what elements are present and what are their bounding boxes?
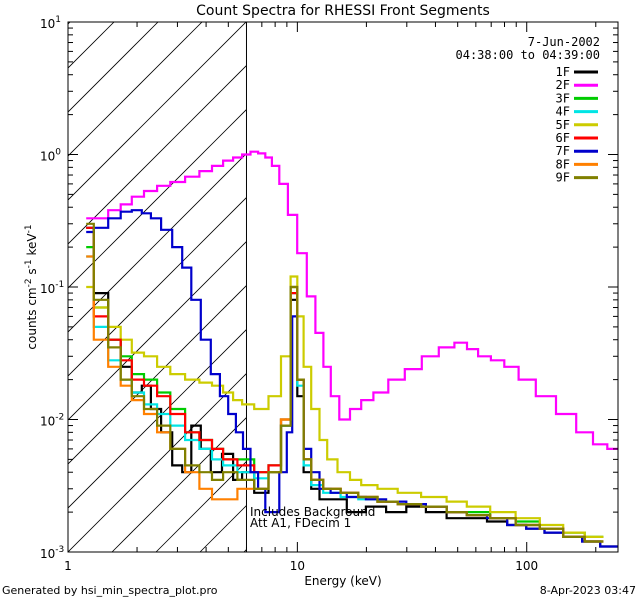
legend-label-3f: 3F bbox=[556, 91, 570, 105]
legend-label-6f: 6F bbox=[556, 131, 570, 145]
legend-label-8f: 8F bbox=[556, 157, 570, 171]
legend-label-5f: 5F bbox=[556, 118, 570, 132]
hatch-line bbox=[68, 328, 247, 509]
series-group bbox=[86, 150, 618, 548]
y-label-end: keV bbox=[25, 233, 39, 260]
hatch-line bbox=[0, 0, 8, 552]
series-line-9f bbox=[86, 222, 604, 543]
hatch-line bbox=[464, 0, 640, 552]
hatch-line bbox=[68, 372, 247, 552]
y-label-exp2: -1 bbox=[24, 259, 34, 268]
y-axis-label: counts cm-2 s-1 keV-1 bbox=[24, 224, 39, 349]
annotation-background: Includes Background bbox=[250, 505, 375, 519]
hatch-line bbox=[68, 196, 247, 377]
y-label-base: counts cm bbox=[25, 287, 39, 349]
hatch-line bbox=[68, 284, 247, 465]
hatch-line bbox=[68, 22, 247, 201]
y-label-mid: s bbox=[25, 268, 39, 278]
footer-timestamp: 8-Apr-2023 03:47 bbox=[540, 584, 636, 597]
y-label-exp1: -2 bbox=[24, 278, 34, 287]
hatch-line bbox=[68, 22, 159, 113]
hatch-line bbox=[68, 22, 115, 69]
hatch-line bbox=[332, 0, 640, 552]
y-label-exp3: -1 bbox=[24, 224, 34, 233]
series-line-7f bbox=[86, 209, 618, 548]
legend-label-7f: 7F bbox=[556, 144, 570, 158]
footer-generated-by: Generated by hsi_min_spectra_plot.pro bbox=[2, 584, 218, 597]
hatch-line bbox=[68, 108, 247, 289]
hatch-line bbox=[68, 152, 247, 333]
hatch-line bbox=[68, 240, 247, 421]
series-line-2f bbox=[86, 150, 618, 450]
series-line-6f bbox=[86, 226, 604, 543]
chart-title: Count Spectra for RHESSI Front Segments bbox=[196, 3, 490, 19]
legend-label-1f: 1F bbox=[556, 65, 570, 79]
y-tick-labels: 10-3 10-2 10-1 100 101 bbox=[40, 15, 64, 561]
hatch-line bbox=[68, 22, 71, 25]
hatch-line bbox=[288, 0, 640, 552]
legend-time-range: 04:38:00 to 04:39:00 bbox=[456, 48, 601, 62]
hatch-line bbox=[68, 22, 203, 157]
axis-ticks bbox=[67, 22, 618, 553]
y-tick-label: 10-3 bbox=[40, 545, 64, 561]
y-tick-label: 10-1 bbox=[40, 280, 64, 296]
annotation-attenuator: Att A1, FDecim 1 bbox=[250, 516, 351, 530]
y-tick-label: 10-2 bbox=[40, 413, 64, 429]
hatch-line bbox=[0, 0, 96, 552]
y-tick-label: 101 bbox=[40, 15, 61, 31]
hatched-region bbox=[0, 0, 640, 552]
legend-label-9f: 9F bbox=[556, 171, 570, 185]
x-tick-labels: 1 10 100 bbox=[64, 559, 538, 573]
legend-label-2f: 2F bbox=[556, 78, 570, 92]
legend-label-4f: 4F bbox=[556, 105, 570, 119]
y-tick-label: 100 bbox=[40, 148, 61, 164]
x-tick-label: 100 bbox=[515, 559, 538, 573]
hatch-line bbox=[376, 0, 640, 552]
legend-date: 7-Jun-2002 bbox=[528, 35, 600, 49]
x-axis-label: Energy (keV) bbox=[304, 574, 381, 588]
hatch-line bbox=[199, 504, 247, 552]
series-line-1f bbox=[86, 226, 618, 548]
hatch-line bbox=[508, 0, 640, 552]
x-tick-label: 10 bbox=[290, 559, 305, 573]
hatch-line bbox=[420, 0, 640, 552]
x-tick-label: 1 bbox=[64, 559, 72, 573]
